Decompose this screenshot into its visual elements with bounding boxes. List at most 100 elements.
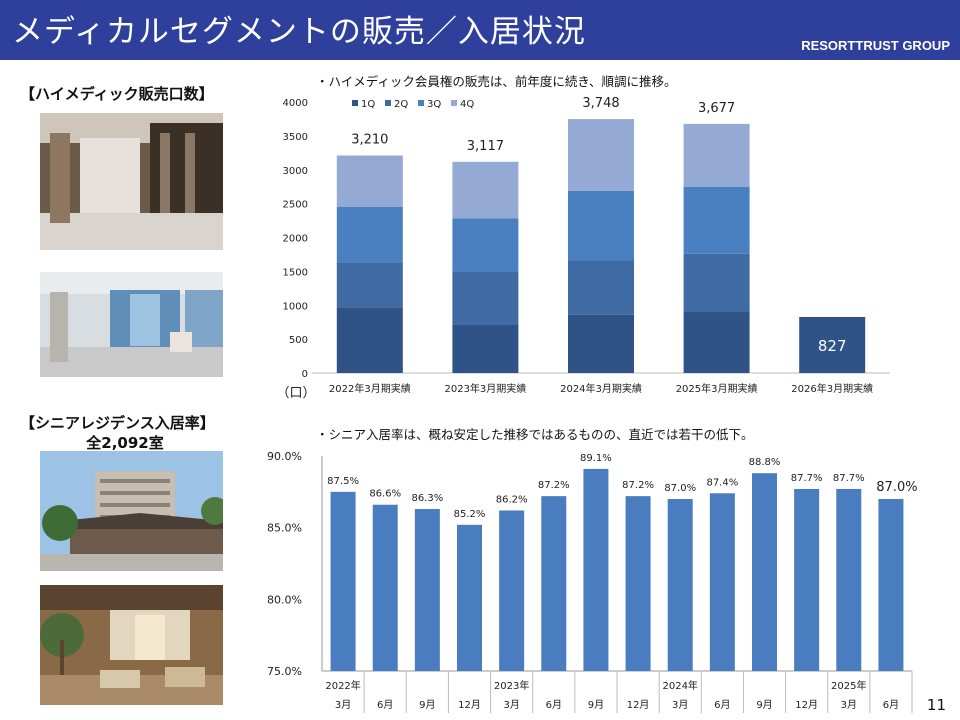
occupancy-month-label: 9月 bbox=[588, 699, 604, 711]
sales-total-label: 827 bbox=[818, 337, 847, 355]
occupancy-month-label: 12月 bbox=[795, 699, 818, 711]
occupancy-month-label: 3月 bbox=[672, 699, 688, 711]
occupancy-month-label: 6月 bbox=[714, 699, 730, 711]
occupancy-value-label: 87.2% bbox=[622, 480, 654, 491]
occupancy-bar bbox=[709, 493, 735, 671]
legend-label-3q: 3Q bbox=[427, 99, 441, 110]
occupancy-value-label: 87.7% bbox=[791, 473, 823, 484]
occupancy-month-label: 6月 bbox=[546, 699, 562, 711]
occupancy-bar bbox=[414, 509, 440, 671]
occupancy-value-label: 85.2% bbox=[454, 509, 486, 520]
sales-bar-4q bbox=[568, 119, 634, 191]
occupancy-bar bbox=[583, 468, 609, 671]
sales-y-tick: 0 bbox=[302, 369, 308, 380]
occupancy-y-tick: 75.0% bbox=[267, 665, 302, 678]
occupancy-value-label: 87.0% bbox=[876, 480, 917, 495]
legend-label-1q: 1Q bbox=[361, 99, 375, 110]
sales-bar-4q bbox=[683, 123, 750, 187]
legend-swatch-1q bbox=[352, 100, 358, 106]
sales-y-tick: 1000 bbox=[283, 301, 308, 312]
occupancy-month-label: 3月 bbox=[503, 699, 519, 711]
legend-swatch-4q bbox=[451, 100, 457, 106]
occupancy-note: ・シニア入居率は、概ね安定した推移ではあるものの、直近では若干の低下。 bbox=[316, 427, 754, 442]
occupancy-year-label: 2022年 bbox=[325, 679, 360, 692]
sales-bar-4q bbox=[336, 155, 403, 208]
senior-room-count: 全2,092室 bbox=[86, 434, 164, 452]
occupancy-month-label: 6月 bbox=[377, 699, 393, 711]
occupancy-value-label: 86.6% bbox=[369, 489, 401, 500]
residence-exterior-photo bbox=[40, 451, 223, 571]
sales-bar-2q bbox=[336, 262, 403, 308]
sales-bar-1q bbox=[568, 314, 634, 373]
sales-y-tick: 4000 bbox=[283, 98, 308, 109]
sales-bar-2q bbox=[683, 253, 750, 313]
sales-total-label: 3,677 bbox=[698, 101, 735, 116]
sales-bar-1q bbox=[452, 324, 519, 373]
occupancy-value-label: 87.2% bbox=[538, 480, 570, 491]
occupancy-month-label: 3月 bbox=[841, 699, 857, 711]
occupancy-value-label: 87.4% bbox=[706, 477, 738, 488]
occupancy-value-label: 87.5% bbox=[327, 476, 359, 487]
occupancy-bar bbox=[878, 499, 904, 671]
header-bar: メディカルセグメントの販売／入居状況 RESORTTRUST GROUP bbox=[0, 0, 960, 60]
sales-y-tick: 3000 bbox=[283, 166, 308, 177]
sales-bar-2q bbox=[568, 260, 634, 315]
occupancy-value-label: 88.8% bbox=[749, 457, 781, 468]
sales-bar-3q bbox=[683, 186, 750, 254]
occupancy-bar bbox=[372, 504, 398, 671]
sales-bar-3q bbox=[336, 207, 403, 263]
occupancy-bar bbox=[752, 473, 777, 671]
occupancy-y-tick: 90.0% bbox=[267, 450, 302, 463]
sales-section-title: 【ハイメディック販売口数】 bbox=[20, 85, 214, 103]
occupancy-bar bbox=[457, 524, 482, 671]
occupancy-year-label: 2024年 bbox=[662, 679, 697, 692]
occupancy-bar bbox=[330, 491, 356, 671]
occupancy-month-label: 3月 bbox=[335, 699, 351, 711]
occupancy-month-label: 9月 bbox=[419, 699, 435, 711]
sales-total-label: 3,210 bbox=[351, 133, 388, 148]
occupancy-value-label: 89.1% bbox=[580, 453, 612, 464]
occupancy-y-tick: 85.0% bbox=[267, 522, 302, 535]
occupancy-value-label: 87.0% bbox=[664, 483, 696, 494]
brand-name: RESORTTRUST GROUP bbox=[801, 38, 950, 53]
sales-bar-1q bbox=[683, 312, 750, 373]
occupancy-bar bbox=[794, 488, 820, 671]
sales-y-unit: （口） bbox=[276, 386, 315, 401]
occupancy-value-label: 87.7% bbox=[833, 473, 865, 484]
legend-swatch-2q bbox=[385, 100, 391, 106]
residence-interior-photo bbox=[40, 585, 223, 705]
occupancy-month-label: 12月 bbox=[627, 699, 650, 711]
sales-y-tick: 500 bbox=[289, 335, 308, 346]
sales-note: ・ハイメディック会員権の販売は、前年度に続き、順調に推移。 bbox=[316, 74, 677, 89]
lobby-photo bbox=[40, 113, 223, 250]
occupancy-y-tick: 80.0% bbox=[267, 593, 302, 606]
occupancy-bar bbox=[625, 496, 651, 671]
sales-y-tick: 3500 bbox=[283, 132, 308, 143]
lounge-photo bbox=[40, 272, 223, 377]
occupancy-value-label: 86.3% bbox=[411, 493, 443, 504]
occupancy-bar bbox=[667, 499, 693, 671]
page-number: 11 bbox=[926, 696, 946, 714]
sales-x-tick: 2023年3月期実績 bbox=[444, 382, 526, 395]
sales-y-tick: 1500 bbox=[283, 267, 308, 278]
sales-x-tick: 2026年3月期実績 bbox=[791, 382, 873, 395]
sales-bar-1q bbox=[799, 316, 866, 373]
legend-label-4q: 4Q bbox=[460, 99, 474, 110]
sales-y-tick: 2000 bbox=[283, 234, 308, 245]
legend-swatch-3q bbox=[418, 100, 424, 106]
occupancy-year-label: 2025年 bbox=[831, 679, 866, 692]
sales-x-tick: 2024年3月期実績 bbox=[560, 382, 642, 395]
sales-bar-4q bbox=[452, 161, 519, 219]
occupancy-month-label: 9月 bbox=[756, 699, 772, 711]
legend-label-2q: 2Q bbox=[394, 99, 408, 110]
sales-x-tick: 2025年3月期実績 bbox=[676, 382, 758, 395]
sales-total-label: 3,117 bbox=[467, 139, 504, 154]
page-title: メディカルセグメントの販売／入居状況 bbox=[12, 14, 586, 50]
sales-total-label: 3,748 bbox=[582, 96, 619, 111]
sales-bar-3q bbox=[452, 218, 519, 272]
senior-section-title: 【シニアレジデンス入居率】 bbox=[20, 414, 215, 432]
occupancy-bar bbox=[836, 488, 862, 671]
sales-bar-2q bbox=[452, 271, 519, 325]
occupancy-month-label: 6月 bbox=[883, 699, 899, 711]
sales-bar-3q bbox=[568, 190, 634, 261]
